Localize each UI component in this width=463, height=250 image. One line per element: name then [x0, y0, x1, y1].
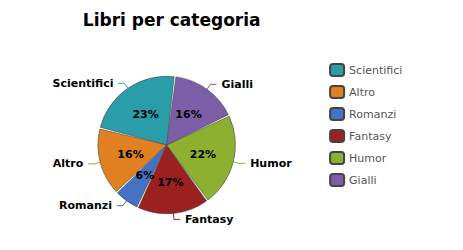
svg-text:Altro: Altro [53, 157, 84, 170]
svg-text:Fantasy: Fantasy [185, 213, 234, 226]
svg-text:Altro: Altro [349, 86, 375, 99]
svg-text:16%: 16% [175, 108, 201, 121]
svg-text:22%: 22% [190, 148, 216, 161]
svg-text:23%: 23% [132, 108, 158, 121]
svg-text:Scientifici: Scientifici [52, 77, 113, 90]
svg-text:16%: 16% [117, 148, 143, 161]
svg-text:17%: 17% [157, 176, 183, 189]
svg-text:Romanzi: Romanzi [349, 108, 396, 121]
svg-text:Romanzi: Romanzi [59, 199, 112, 212]
svg-text:6%: 6% [135, 169, 154, 182]
svg-text:Humor: Humor [250, 157, 292, 170]
svg-text:Humor: Humor [349, 152, 387, 165]
svg-text:Libri per categoria: Libri per categoria [83, 10, 261, 30]
svg-text:Scientifici: Scientifici [349, 64, 402, 77]
svg-text:Gialli: Gialli [221, 78, 253, 91]
svg-text:Fantasy: Fantasy [349, 130, 392, 143]
svg-text:Gialli: Gialli [349, 174, 377, 187]
